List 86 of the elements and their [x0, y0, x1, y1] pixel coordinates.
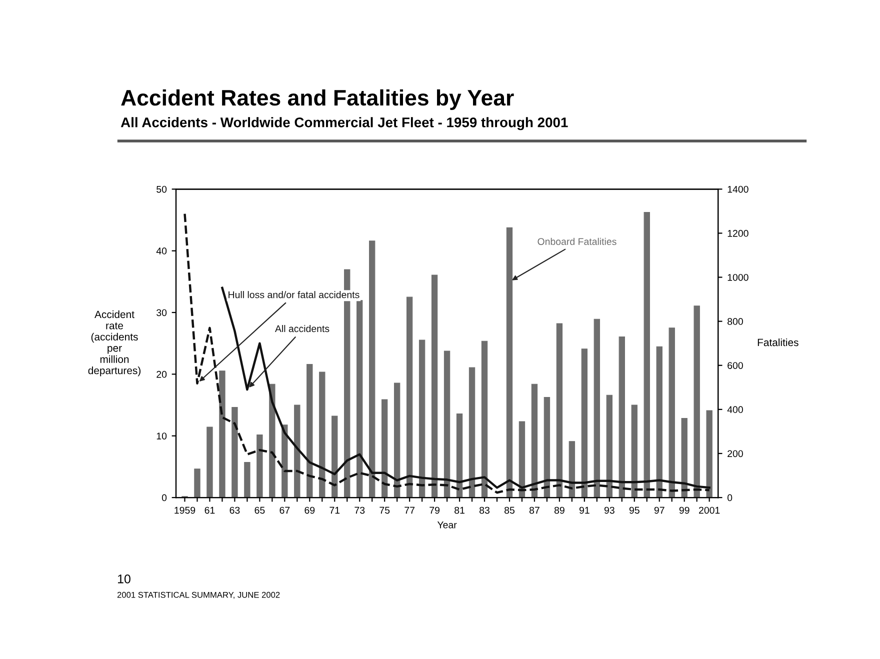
bar — [531, 384, 538, 498]
x-tick-label: 1959 — [174, 506, 196, 514]
x-tick-label: 61 — [204, 506, 215, 514]
x-tick-label: 87 — [529, 506, 540, 514]
x-tick-label: 95 — [629, 506, 640, 514]
x-tick-label: 67 — [280, 506, 290, 514]
x-tick-label: 85 — [504, 506, 514, 514]
x-tick-label: 81 — [454, 506, 464, 514]
chart-title: Accident Rates and Fatalities by Year — [121, 89, 514, 110]
bar — [444, 350, 450, 498]
bar — [594, 318, 600, 498]
bar — [518, 421, 526, 498]
bar — [332, 416, 338, 498]
bar — [431, 274, 438, 498]
bar — [269, 384, 276, 498]
y-axis-title: Accident rate (accidents per million departures) — [88, 310, 140, 376]
x-tick-label: 83 — [480, 506, 490, 514]
series-label: All accidents — [274, 324, 330, 332]
y2-tick-label: 200 — [728, 450, 743, 458]
bar — [456, 414, 463, 498]
x-tick-label: 73 — [354, 506, 365, 514]
bar — [256, 434, 263, 498]
text: 2001 STATISTICAL SUMMARY, JUNE 2002 — [117, 592, 280, 599]
bar — [282, 424, 288, 498]
bar — [556, 323, 563, 498]
bar — [656, 346, 662, 498]
bar — [706, 410, 712, 498]
y2-tick-label: 600 — [728, 362, 743, 369]
bar — [631, 404, 638, 498]
y-tick-label: 40 — [156, 248, 167, 254]
y2-tick-label: 1400 — [728, 186, 748, 193]
bar — [382, 399, 388, 498]
bar — [306, 364, 313, 498]
x-tick-label: 65 — [254, 506, 265, 514]
bar — [568, 441, 576, 498]
y2-tick-label: 800 — [728, 318, 743, 325]
x-axis-title: Year — [437, 522, 457, 528]
x-tick-label: 93 — [604, 506, 614, 514]
bar — [606, 394, 613, 498]
bar — [219, 370, 226, 498]
x-tick-label: 75 — [380, 506, 390, 514]
bar — [232, 406, 238, 498]
bar — [194, 468, 200, 498]
bar — [468, 367, 476, 498]
y-tick-label: 30 — [156, 309, 167, 316]
x-tick-label: 79 — [430, 506, 440, 514]
y-tick-label: 0 — [162, 494, 167, 502]
bar — [319, 372, 326, 498]
bar — [206, 426, 213, 498]
bar — [694, 306, 700, 498]
x-tick-label: 77 — [404, 506, 414, 514]
bar — [244, 462, 250, 498]
y2-tick-label: 1000 — [728, 274, 748, 281]
bar — [506, 227, 513, 498]
y2-tick-label: 0 — [727, 494, 732, 502]
bar — [294, 404, 300, 498]
y2-axis-title: Fatalities — [758, 338, 798, 346]
bar — [544, 397, 550, 498]
bar — [668, 328, 675, 498]
text: 10 — [118, 574, 130, 584]
bar — [394, 382, 400, 498]
x-tick-label: 91 — [579, 506, 590, 514]
bar — [369, 240, 376, 498]
text: Onboard Fatalities — [538, 238, 616, 246]
bar — [644, 212, 650, 498]
y-tick-label: 10 — [156, 432, 167, 440]
chart-subtitle: All Accidents - Worldwide Commercial Jet Fleet - 1959 through 2001 — [120, 117, 568, 130]
y2-tick-label: 1200 — [728, 230, 748, 237]
y-tick-label: 20 — [156, 370, 167, 378]
bar — [481, 340, 488, 498]
bar — [356, 300, 363, 498]
y2-tick-label: 400 — [727, 406, 743, 414]
bar — [418, 340, 426, 498]
bar — [581, 348, 588, 498]
x-tick-label: 89 — [554, 506, 564, 514]
x-tick-label: 97 — [654, 506, 664, 514]
bar — [406, 296, 413, 498]
x-tick-label: 99 — [679, 506, 690, 514]
x-tick-label: 63 — [230, 506, 240, 514]
x-tick-label: 2001 — [699, 506, 720, 514]
bar — [681, 418, 688, 498]
x-tick-label: 71 — [330, 506, 340, 514]
x-tick-label: 69 — [304, 506, 315, 514]
y-tick-label: 50 — [156, 186, 167, 193]
bar — [618, 336, 625, 498]
text: Hull loss and/or fatal accidents — [228, 291, 360, 298]
